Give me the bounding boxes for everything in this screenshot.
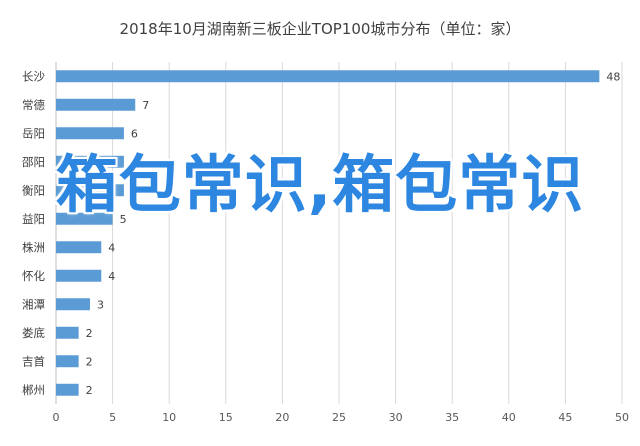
bar	[56, 212, 113, 225]
x-tick-label: 35	[445, 411, 459, 424]
category-label: 郴州	[22, 383, 45, 397]
category-label: 邵阳	[22, 155, 45, 169]
category-label: 株洲	[22, 240, 45, 254]
category-label: 娄底	[22, 326, 45, 340]
category-label: 吉首	[22, 354, 45, 368]
x-tick-label: 50	[615, 411, 629, 424]
x-tick-label: 0	[53, 411, 60, 424]
data-label: 6	[131, 184, 138, 197]
grid-lines	[55, 62, 623, 404]
x-tick-label: 20	[275, 411, 289, 424]
data-label: 2	[86, 355, 93, 368]
x-tick-label: 45	[558, 411, 572, 424]
x-tick-label: 10	[162, 411, 176, 424]
data-label: 2	[86, 327, 93, 340]
data-label: 4	[108, 270, 115, 283]
category-label: 衡阳	[22, 183, 45, 197]
x-tick-label: 30	[389, 411, 403, 424]
x-tick-label: 40	[502, 411, 516, 424]
category-label: 益阳	[22, 212, 45, 226]
data-labels: 48 7 6 6 6 5 4 4 3 2 2 2	[86, 70, 621, 397]
bar	[56, 355, 79, 368]
data-label: 5	[120, 213, 127, 226]
category-label: 常德	[22, 98, 45, 112]
data-label: 7	[142, 99, 149, 112]
data-label: 4	[108, 241, 115, 254]
bar	[56, 98, 136, 111]
bars	[56, 70, 600, 396]
category-label: 湘潭	[22, 297, 45, 311]
bar	[56, 326, 79, 339]
data-label: 6	[131, 127, 138, 140]
category-label: 怀化	[22, 269, 45, 283]
data-label: 6	[131, 156, 138, 169]
x-tick-label: 15	[219, 411, 233, 424]
bar	[56, 241, 102, 254]
category-label: 岳阳	[22, 126, 45, 140]
data-label: 3	[97, 298, 104, 311]
bar	[56, 383, 79, 396]
chart-title: 2018年10月湖南新三板企业TOP100城市分布（单位：家）	[119, 20, 521, 38]
bar	[56, 269, 102, 282]
data-label: 48	[606, 70, 620, 83]
x-tick-label: 5	[109, 411, 116, 424]
bar	[56, 155, 124, 168]
x-tick-label: 25	[332, 411, 346, 424]
watermark-text: 箱包常识,箱包常识	[55, 148, 585, 221]
bar	[56, 298, 90, 311]
bar	[56, 127, 124, 140]
category-label: 长沙	[22, 69, 45, 83]
bar	[56, 70, 600, 83]
data-label: 2	[86, 384, 93, 397]
x-tick-labels: 0 5 10 15 20 25 30 35 40 45 50	[53, 411, 630, 424]
bar	[56, 184, 124, 197]
